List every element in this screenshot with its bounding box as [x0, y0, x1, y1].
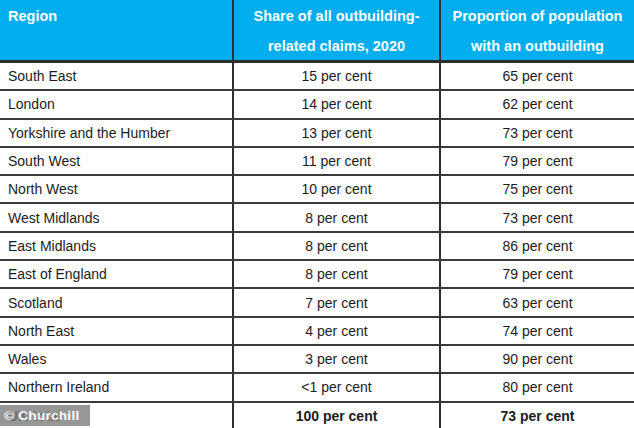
cell-share: 7 per cent [233, 288, 440, 316]
cell-region: South East [0, 62, 233, 91]
cell-proportion: 63 per cent [440, 288, 634, 316]
cell-share: 8 per cent [233, 203, 440, 231]
table-row: East of England8 per cent79 per cent [0, 260, 634, 288]
table-row: West Midlands8 per cent73 per cent [0, 203, 634, 231]
column-header-proportion-line1: Proportion of population [441, 0, 634, 30]
cell-region: Northern Ireland [0, 373, 233, 401]
cell-proportion: 79 per cent [440, 147, 634, 175]
table-row: Scotland7 per cent63 per cent [0, 288, 634, 316]
header-row: Region Share of all outbuilding- related… [0, 0, 634, 62]
column-header-proportion: Proportion of population with an outbuil… [440, 0, 634, 62]
cell-region: East Midlands [0, 232, 233, 260]
table-row: UK total100 per cent73 per cent [0, 402, 634, 428]
cell-proportion: 75 per cent [440, 175, 634, 203]
table-body: South East15 per cent65 per centLondon14… [0, 62, 634, 428]
column-header-region: Region [0, 0, 233, 62]
cell-proportion: 62 per cent [440, 90, 634, 118]
cell-region: East of England [0, 260, 233, 288]
column-header-proportion-line2: with an outbuilding [441, 30, 634, 60]
cell-region: West Midlands [0, 203, 233, 231]
cell-region: North West [0, 175, 233, 203]
table-row: Northern Ireland<1 per cent80 per cent [0, 373, 634, 401]
cell-share: 8 per cent [233, 232, 440, 260]
table-row: North West10 per cent75 per cent [0, 175, 634, 203]
cell-share: <1 per cent [233, 373, 440, 401]
cell-share: 100 per cent [233, 402, 440, 428]
column-header-share-line1: Share of all outbuilding- [234, 0, 439, 30]
cell-proportion: 79 per cent [440, 260, 634, 288]
cell-share: 13 per cent [233, 119, 440, 147]
cell-share: 10 per cent [233, 175, 440, 203]
churchill-watermark: © Churchill [0, 405, 90, 426]
cell-proportion: 80 per cent [440, 373, 634, 401]
column-header-region-label: Region [8, 0, 232, 30]
cell-proportion: 86 per cent [440, 232, 634, 260]
outbuilding-claims-table: Region Share of all outbuilding- related… [0, 0, 634, 428]
table-row: South East15 per cent65 per cent [0, 62, 634, 91]
cell-region: Wales [0, 345, 233, 373]
table-row: North East4 per cent74 per cent [0, 317, 634, 345]
column-header-share: Share of all outbuilding- related claims… [233, 0, 440, 62]
table-row: Wales3 per cent90 per cent [0, 345, 634, 373]
cell-region: London [0, 90, 233, 118]
column-header-share-line2: related claims, 2020 [234, 30, 439, 60]
table-row: Yorkshire and the Humber13 per cent73 pe… [0, 119, 634, 147]
cell-share: 15 per cent [233, 62, 440, 91]
table-row: London14 per cent62 per cent [0, 90, 634, 118]
cell-share: 8 per cent [233, 260, 440, 288]
cell-share: 14 per cent [233, 90, 440, 118]
cell-share: 4 per cent [233, 317, 440, 345]
cell-proportion: 73 per cent [440, 402, 634, 428]
cell-proportion: 90 per cent [440, 345, 634, 373]
cell-region: South West [0, 147, 233, 175]
cell-share: 3 per cent [233, 345, 440, 373]
cell-region: North East [0, 317, 233, 345]
cell-proportion: 73 per cent [440, 203, 634, 231]
cell-region: Scotland [0, 288, 233, 316]
cell-region: Yorkshire and the Humber [0, 119, 233, 147]
cell-share: 11 per cent [233, 147, 440, 175]
table-row: South West11 per cent79 per cent [0, 147, 634, 175]
cell-proportion: 73 per cent [440, 119, 634, 147]
table-row: East Midlands8 per cent86 per cent [0, 232, 634, 260]
cell-proportion: 74 per cent [440, 317, 634, 345]
cell-proportion: 65 per cent [440, 62, 634, 91]
data-table: Region Share of all outbuilding- related… [0, 0, 634, 428]
